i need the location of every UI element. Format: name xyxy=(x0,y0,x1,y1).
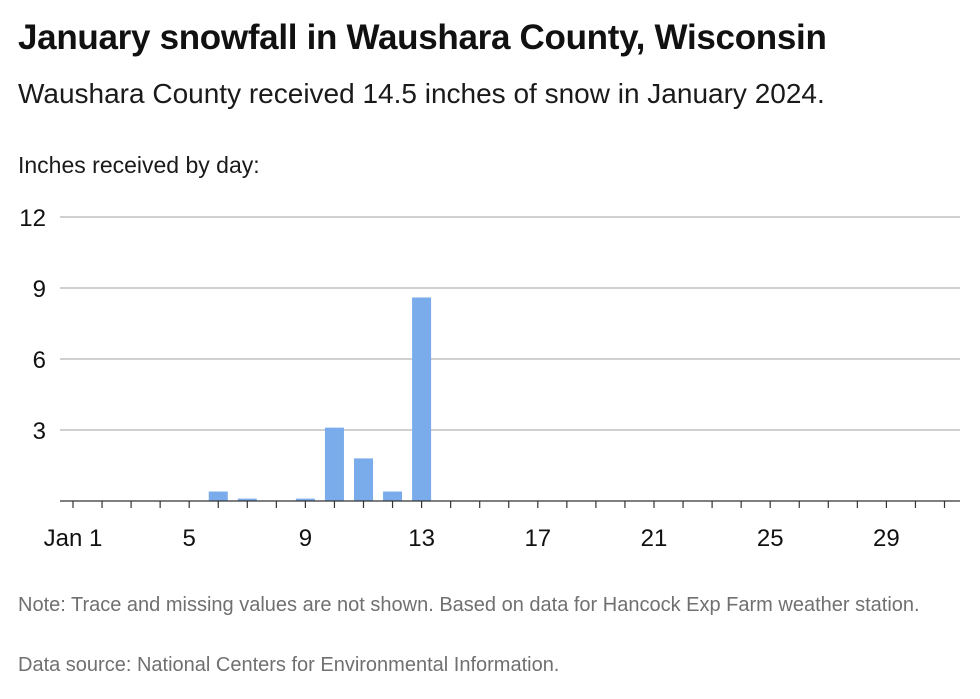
x-tick-label: 21 xyxy=(641,525,668,552)
x-tick-label: 5 xyxy=(183,525,196,552)
chart-note: Note: Trace and missing values are not s… xyxy=(18,594,920,616)
bar xyxy=(295,498,315,501)
bar xyxy=(324,427,344,501)
x-tick-label: 29 xyxy=(873,525,900,552)
y-tick-label: 9 xyxy=(33,276,46,303)
x-tick-label: 25 xyxy=(757,525,784,552)
chart-subtitle: Waushara County received 14.5 inches of … xyxy=(18,78,825,109)
data-source: Data source: National Centers for Enviro… xyxy=(18,654,560,676)
y-tick-label: 6 xyxy=(33,347,46,374)
snowfall-bar-chart: 3 6 9 12 Jan 1 5 9 13 17 21 25 29 xyxy=(19,205,960,552)
chart-title: January snowfall in Waushara County, Wis… xyxy=(18,18,827,57)
x-tick-label: 9 xyxy=(299,525,312,552)
y-axis-label: Inches received by day: xyxy=(18,152,260,178)
bar xyxy=(383,491,403,501)
bar xyxy=(237,498,257,501)
y-tick-label: 3 xyxy=(33,418,46,445)
y-tick-label: 12 xyxy=(19,205,46,232)
x-tick-label: Jan 1 xyxy=(44,525,103,552)
bar xyxy=(208,491,228,501)
x-tick-label: 17 xyxy=(524,525,551,552)
bar xyxy=(354,458,373,501)
x-tick-label: 13 xyxy=(408,525,435,552)
bar xyxy=(412,297,432,501)
